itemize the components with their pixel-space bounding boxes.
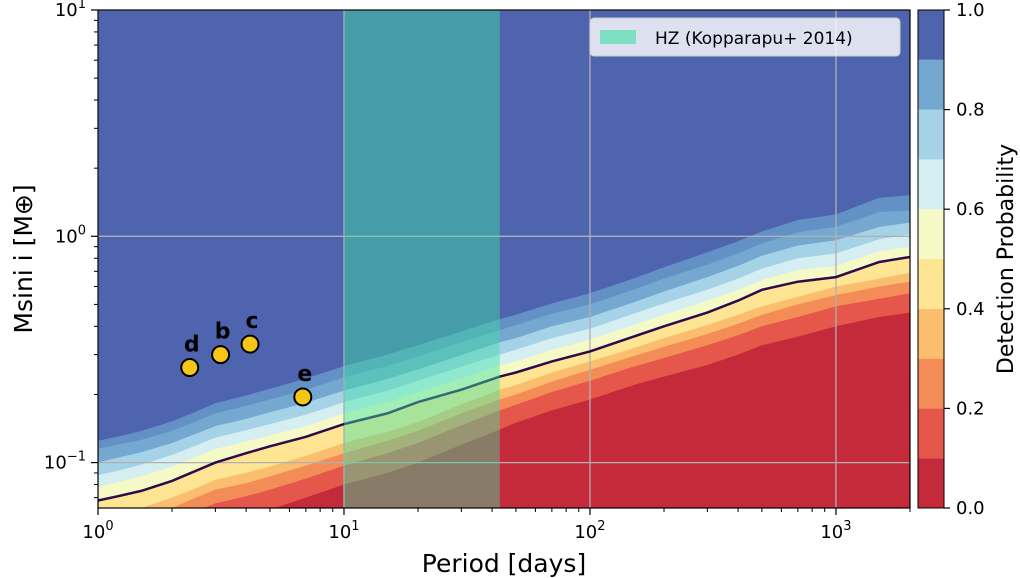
colorbar-segment xyxy=(918,159,944,210)
colorbar-ticks: 0.0 0.2 0.4 0.6 0.8 1.0 xyxy=(944,0,985,519)
x-tick-label: 102 xyxy=(574,519,605,543)
plot-frame xyxy=(97,9,911,509)
legend-label-hz: HZ (Kopparapu+ 2014) xyxy=(655,29,853,49)
hz-band xyxy=(343,10,500,508)
planet-label-d: d xyxy=(184,333,200,358)
colorbar-segment xyxy=(918,10,944,60)
plot-area: db c e xyxy=(98,10,910,508)
colorbar-tick-label: 0.6 xyxy=(956,199,985,220)
colorbar-segment xyxy=(918,458,944,508)
contour-fill-layer xyxy=(98,195,910,508)
x-tick-label: 101 xyxy=(328,519,359,543)
x-tick-label: 103 xyxy=(820,519,851,543)
colorbar-segment xyxy=(918,358,944,409)
planet-label-e: e xyxy=(297,362,312,387)
colorbar-segment xyxy=(918,259,944,309)
colorbar-segment xyxy=(918,408,944,459)
x-tick-label: 100 xyxy=(82,519,113,543)
colorbar-label: Detection Probability xyxy=(994,144,1019,374)
y-axis-ticks: 10−1 100 101 xyxy=(44,0,98,499)
contour-line-50 xyxy=(98,255,910,502)
y-axis-label: Msini i [M⊕] xyxy=(9,184,38,333)
colorbar-segment xyxy=(918,308,944,359)
y-tick-label: 100 xyxy=(55,223,86,247)
colorbar-segment xyxy=(918,209,944,259)
x-axis-label: Period [days] xyxy=(422,549,586,578)
planet-marker-d xyxy=(180,358,200,378)
legend-swatch-hz xyxy=(600,30,636,44)
planet-marker-e xyxy=(293,387,313,407)
legend-box xyxy=(589,17,901,57)
contour-band-0.1 xyxy=(274,312,910,508)
planet-marker-c xyxy=(240,334,260,354)
colorbar-tick-label: 0.0 xyxy=(956,498,985,519)
planet-marker-b xyxy=(211,345,231,365)
colorbar-frame xyxy=(917,9,945,509)
colorbar-tick-label: 0.4 xyxy=(956,299,985,320)
planet-point-layer: db c e xyxy=(180,309,313,407)
colorbar-segment xyxy=(918,109,944,160)
colorbar-segment xyxy=(918,59,944,110)
planet-label-c: c xyxy=(246,309,259,334)
contour-line-layer xyxy=(98,255,910,502)
y-tick-label: 101 xyxy=(55,0,86,21)
colorbar: 0.0 0.2 0.4 0.6 0.8 1.0 Detection Probability xyxy=(917,0,1019,519)
legend: HZ (Kopparapu+ 2014) xyxy=(589,17,901,57)
colorbar-tick-label: 0.2 xyxy=(956,398,985,419)
colorbar-segments xyxy=(918,10,944,508)
colorbar-tick-label: 0.8 xyxy=(956,100,985,121)
colorbar-tick-label: 1.0 xyxy=(956,0,985,21)
y-tick-label: 10−1 xyxy=(44,450,86,474)
planet-label-b: b xyxy=(215,320,231,345)
x-axis-ticks: 100 101 102 103 xyxy=(82,508,911,543)
